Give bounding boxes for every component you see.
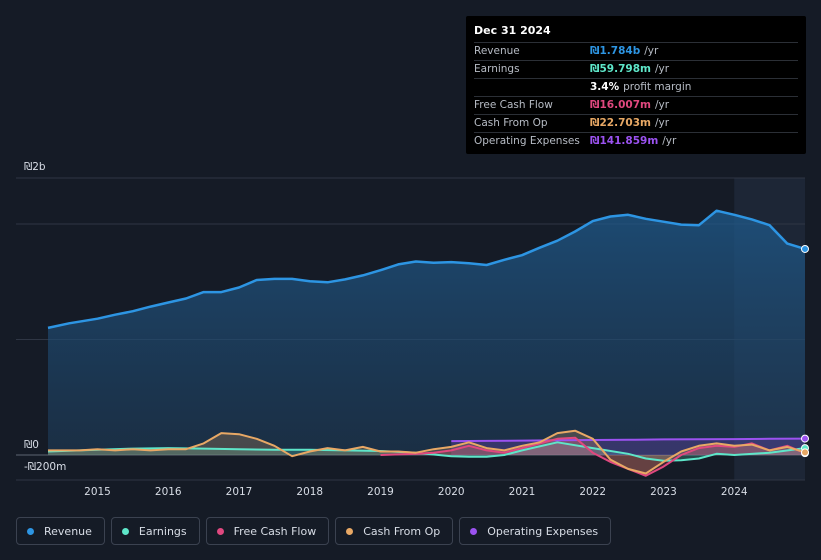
legend-label: Revenue: [44, 524, 92, 538]
x-tick-label: 2018: [296, 486, 323, 498]
tooltip-date: Dec 31 2024: [474, 24, 798, 43]
line-earnings: [47, 441, 806, 462]
x-tick-label: 2024: [721, 486, 748, 498]
legend-item-cash-from-op[interactable]: Cash From Op: [335, 517, 454, 545]
area-earnings: [48, 442, 805, 461]
series-lines: [47, 209, 806, 477]
y-axis-labels: ₪2b ₪0 -₪200m: [24, 161, 66, 473]
legend-item-free-cash-flow[interactable]: Free Cash Flow: [205, 517, 330, 545]
x-tick-label: 2017: [226, 486, 253, 498]
tooltip-row-free-cash-flow: Free Cash Flow ₪16.007m /yr: [474, 97, 798, 115]
legend-dot-icon: [27, 527, 34, 535]
endpoint-revenue: [801, 244, 809, 253]
legend-dot-icon: [121, 527, 129, 535]
series-endpoints: [801, 244, 809, 458]
line-revenue: [47, 209, 806, 330]
x-tick-label: 2021: [509, 486, 536, 498]
legend-item-operating-expenses[interactable]: Operating Expenses: [459, 517, 612, 545]
legend-item-earnings[interactable]: Earnings: [110, 517, 200, 545]
legend-dot-icon: [346, 527, 354, 535]
x-tick-label: 2020: [438, 486, 465, 498]
tooltip-label: Cash From Op: [474, 117, 548, 129]
legend-item-revenue[interactable]: Revenue: [16, 517, 105, 545]
tooltip-row-operating-expenses: Operating Expenses ₪141.859m /yr: [474, 133, 798, 150]
tooltip-value: ₪59.798m: [590, 63, 651, 75]
y-tick-label: ₪0: [24, 439, 39, 451]
tooltip-unit: profit margin: [623, 81, 692, 93]
tooltip-value: ₪16.007m: [590, 99, 651, 111]
tooltip-label: [474, 79, 590, 96]
tooltip-value: ₪22.703m: [590, 117, 651, 129]
tooltip-label: Operating Expenses: [474, 135, 580, 147]
legend-label: Free Cash Flow: [233, 524, 317, 538]
x-tick-label: 2019: [367, 486, 394, 498]
x-axis-labels: 2015 2016 2017 2018 2019 2020 2021 2022 2023 2024: [84, 486, 748, 498]
endpoint-operating-expenses: [801, 434, 809, 443]
tooltip-row-earnings: Earnings ₪59.798m /yr: [474, 61, 798, 79]
tooltip-row-cash-from-op: Cash From Op ₪22.703m /yr: [474, 115, 798, 133]
legend-label: Operating Expenses: [487, 524, 599, 538]
x-tick-label: 2023: [650, 486, 677, 498]
endpoint-cash-from-op: [801, 448, 809, 457]
tooltip-unit: /yr: [644, 45, 659, 57]
tooltip-unit: /yr: [654, 63, 670, 75]
x-tick-label: 2015: [84, 486, 111, 498]
y-tick-label: -₪200m: [24, 461, 66, 473]
legend-dot-icon: [470, 527, 478, 535]
area-cash-from-op: [48, 430, 805, 474]
area-revenue: [48, 210, 805, 455]
tooltip-value: 3.4%: [590, 81, 620, 93]
tooltip-value: ₪141.859m: [590, 135, 659, 147]
tooltip-unit: /yr: [654, 99, 670, 111]
line-operating-expenses: [451, 437, 806, 443]
tooltip-unit: /yr: [654, 117, 670, 129]
tooltip-unit: /yr: [662, 135, 677, 147]
legend: Revenue Earnings Free Cash Flow Cash Fro…: [16, 517, 612, 545]
tooltip-value: ₪1.784b: [590, 45, 641, 57]
x-tick-label: 2022: [579, 486, 606, 498]
line-cash-from-op: [48, 429, 806, 475]
y-tick-label: ₪2b: [24, 161, 46, 173]
tooltip-label: Earnings: [474, 63, 520, 75]
tooltip-panel: Dec 31 2024 Revenue ₪1.784b /yr Earnings…: [466, 16, 806, 154]
legend-label: Earnings: [138, 524, 187, 538]
legend-label: Cash From Op: [363, 524, 441, 538]
tooltip-label: Free Cash Flow: [474, 99, 553, 111]
tooltip-row-revenue: Revenue ₪1.784b /yr: [474, 43, 798, 61]
legend-dot-icon: [216, 527, 224, 535]
chart-area: ₪2b ₪0 -₪200m 2015 2016 2017 2018 2019 2020 2021…: [16, 161, 809, 498]
tooltip-row-profit-margin: 3.4% profit margin: [474, 79, 798, 97]
x-tick-label: 2016: [155, 486, 182, 498]
tooltip-label: Revenue: [474, 45, 520, 57]
